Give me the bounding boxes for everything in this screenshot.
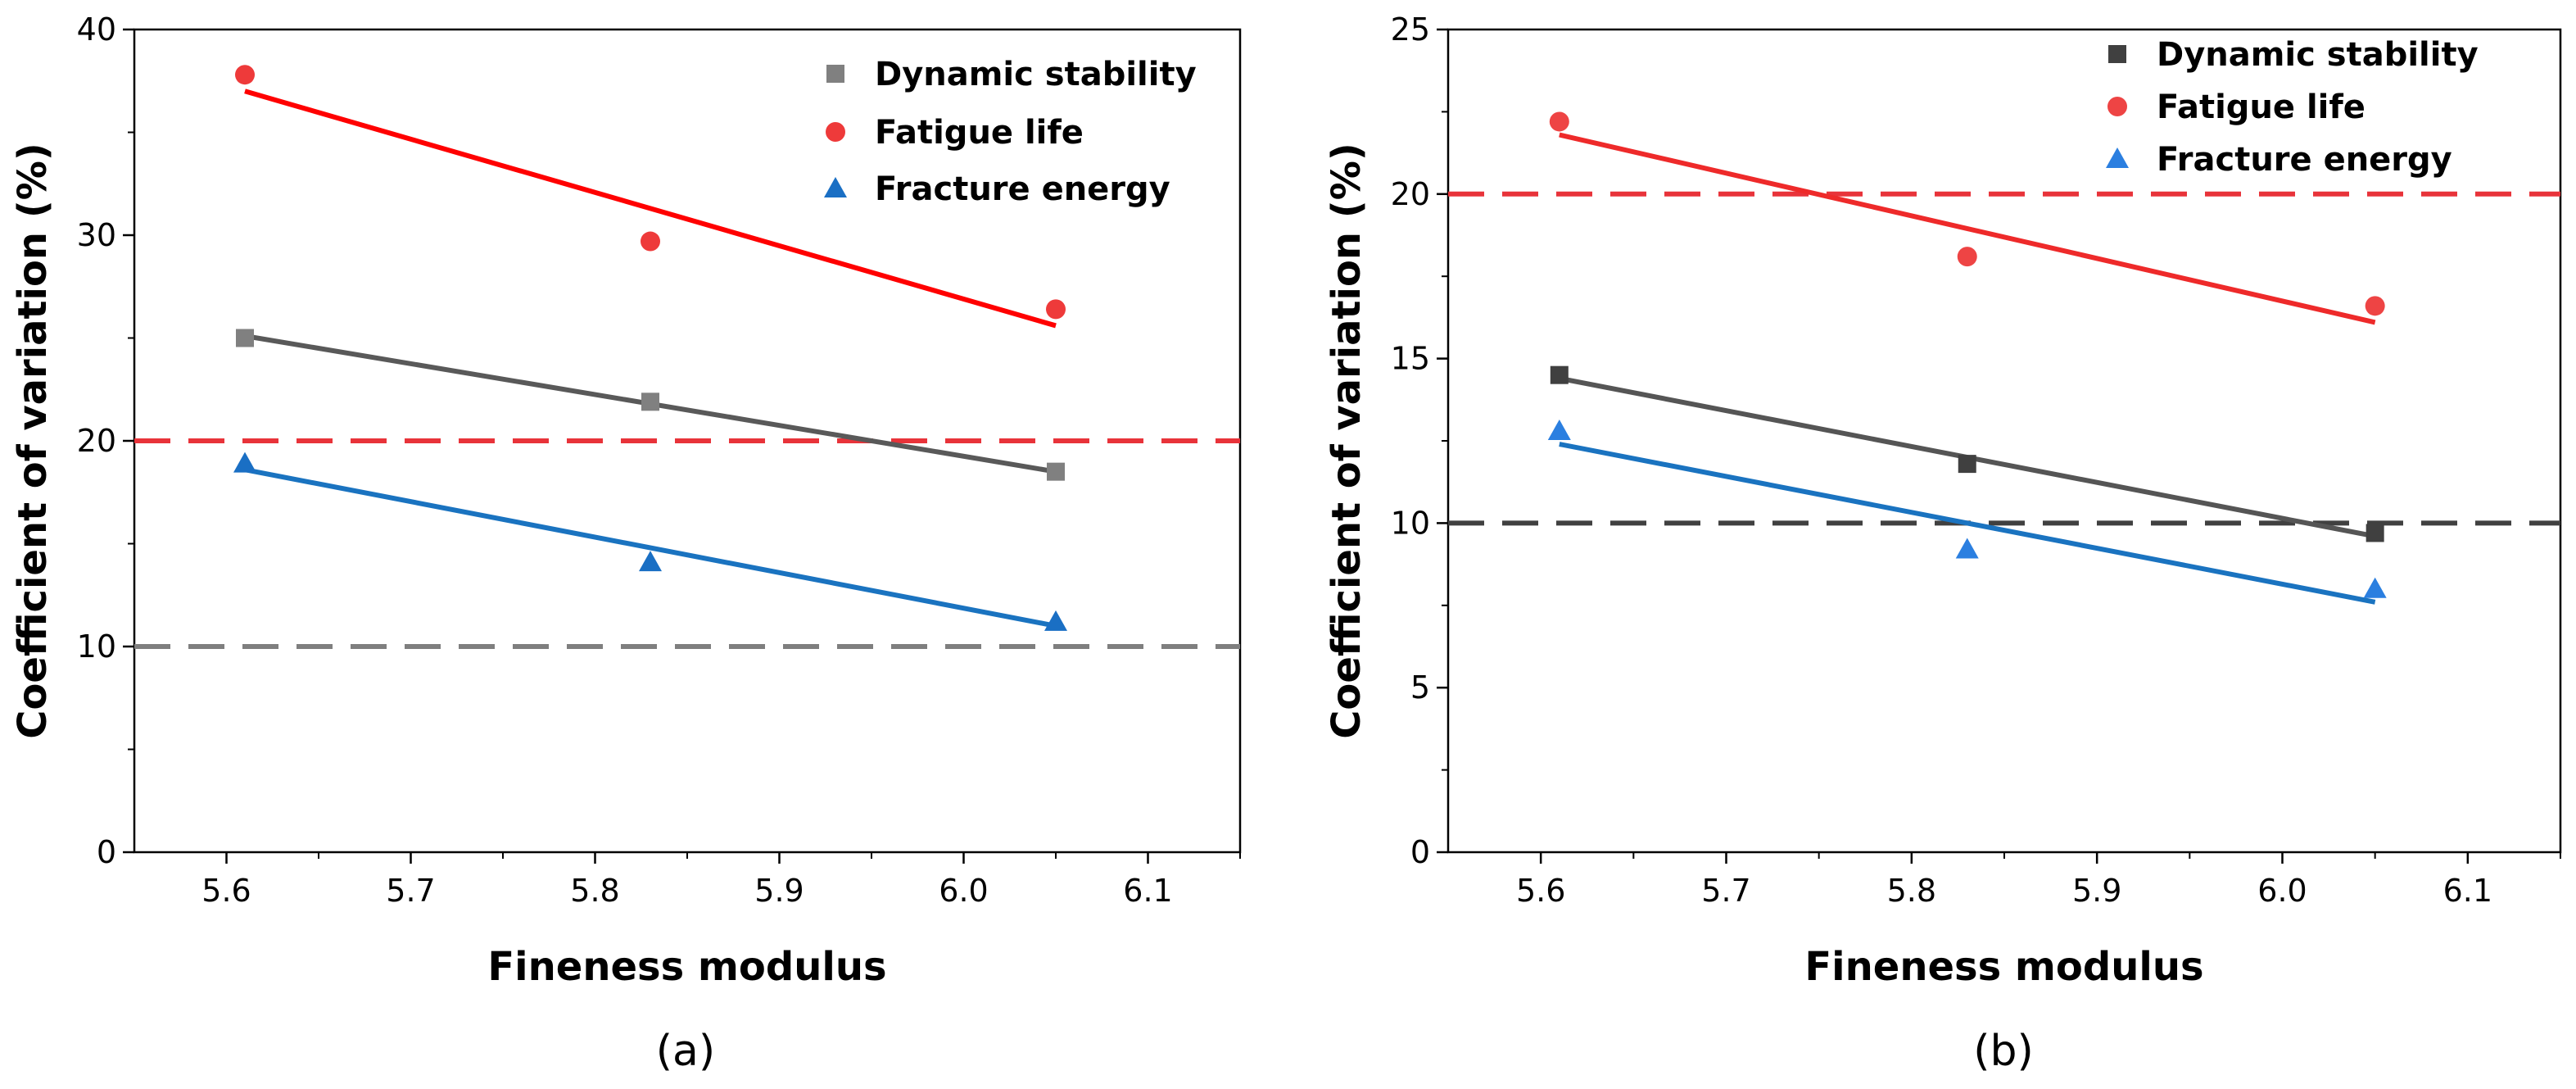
legend-label: Dynamic stability xyxy=(2157,36,2479,74)
legend-label: Fatigue life xyxy=(2157,88,2365,126)
x-tick-label: 6.0 xyxy=(939,873,988,909)
data-point xyxy=(641,231,660,252)
fit-line xyxy=(1559,132,2376,325)
panel-caption: (a) xyxy=(656,1027,715,1076)
data-point xyxy=(1547,419,1571,440)
data-point xyxy=(1955,538,1979,559)
data-point xyxy=(1958,455,1976,474)
legend-label: Fatigue life xyxy=(875,114,1084,152)
x-tick-label: 5.6 xyxy=(1516,873,1565,909)
x-tick-label: 5.8 xyxy=(1887,873,1936,909)
x-tick-label: 6.1 xyxy=(2443,873,2492,909)
data-point xyxy=(639,551,662,572)
y-tick-label: 20 xyxy=(1391,176,1430,212)
legend-marker xyxy=(2108,45,2126,63)
data-point xyxy=(1549,111,1569,132)
x-tick-label: 5.6 xyxy=(201,873,251,909)
y-tick-label: 25 xyxy=(1391,11,1430,48)
x-tick-label: 6.1 xyxy=(1123,873,1172,909)
x-tick-label: 5.9 xyxy=(2072,873,2121,909)
x-tick-label: 5.7 xyxy=(1701,873,1750,909)
x-tick-label: 5.8 xyxy=(570,873,619,909)
y-tick-label: 0 xyxy=(1410,834,1430,870)
panel-caption: (b) xyxy=(1973,1027,2034,1076)
y-tick-label: 0 xyxy=(97,834,116,870)
legend-marker xyxy=(2106,147,2129,168)
data-point xyxy=(1550,365,1569,384)
legend-label: Fracture energy xyxy=(2157,141,2452,179)
data-point xyxy=(233,451,256,473)
legend-marker xyxy=(826,65,844,83)
data-point xyxy=(1046,299,1066,320)
data-point xyxy=(2365,524,2384,542)
legend-label: Dynamic stability xyxy=(875,56,1197,93)
fit-line xyxy=(244,88,1057,329)
data-point xyxy=(235,65,255,85)
data-point xyxy=(2363,577,2387,598)
data-point xyxy=(641,392,659,411)
x-axis-title: Fineness modulus xyxy=(487,944,886,990)
x-tick-label: 5.9 xyxy=(754,873,804,909)
y-tick-label: 40 xyxy=(77,11,116,48)
x-axis-title: Fineness modulus xyxy=(1804,944,2203,990)
y-tick-label: 20 xyxy=(77,423,116,459)
data-point xyxy=(1044,610,1067,631)
data-point xyxy=(1047,462,1065,481)
fit-line xyxy=(1559,442,2376,605)
data-point xyxy=(236,329,254,347)
data-point xyxy=(2365,296,2385,316)
y-axis-title: Coefficient of variation (%) xyxy=(1324,143,1369,739)
x-tick-label: 6.0 xyxy=(2257,873,2307,909)
chart-panel-b: 5.6 5.7 5.8 5.9 6.0 6.1 0 5 10 15 20 25 Fineness mod… xyxy=(1324,11,2562,1076)
y-tick-label: 15 xyxy=(1391,341,1430,377)
fit-line xyxy=(244,467,1057,628)
legend-marker xyxy=(2107,97,2127,116)
y-axis-title: Coefficient of variation (%) xyxy=(10,143,56,739)
legend-marker xyxy=(824,177,847,197)
y-tick-label: 10 xyxy=(77,628,116,665)
data-point xyxy=(1957,247,1977,267)
y-tick-label: 5 xyxy=(1410,669,1430,706)
legend-label: Fracture energy xyxy=(875,170,1170,208)
chart-panel-a: 5.6 5.7 5.8 5.9 6.0 6.1 0 10 20 30 40 Fineness modu… xyxy=(10,11,1242,1076)
y-tick-label: 10 xyxy=(1391,505,1430,541)
y-tick-label: 30 xyxy=(77,217,116,253)
x-tick-label: 5.7 xyxy=(386,873,435,909)
legend-marker xyxy=(826,122,845,142)
